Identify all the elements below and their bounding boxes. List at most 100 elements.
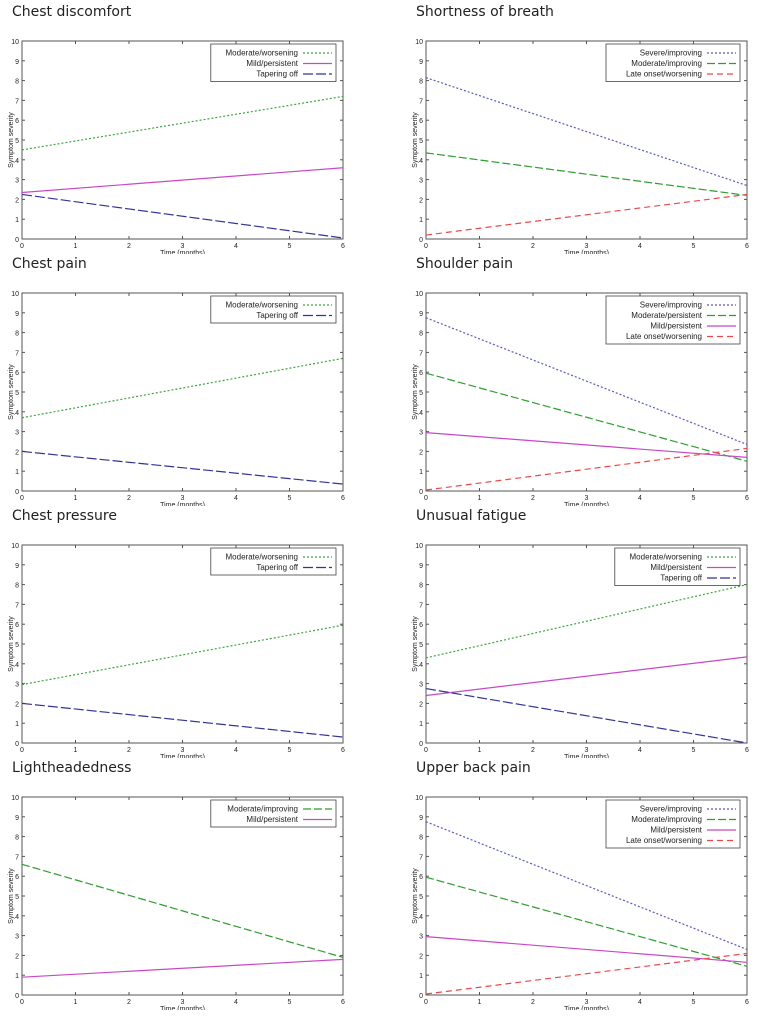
chart-title: Chest pressure bbox=[12, 508, 117, 524]
chart-panel: Shortness of breath 0 1 2 3 4 5 6 7 8 9 10 0 1 2 3 4 5 6 Ti… bbox=[404, 0, 757, 254]
y-tick-label: 8 bbox=[419, 331, 423, 338]
y-tick-label: 4 bbox=[15, 662, 19, 669]
y-axis-label: Symptom severity bbox=[412, 868, 419, 924]
series-line bbox=[425, 952, 748, 995]
series-line bbox=[21, 357, 344, 419]
legend-label: Mild/persistent bbox=[246, 59, 298, 68]
y-tick-label: 8 bbox=[15, 79, 19, 86]
y-tick-label: 7 bbox=[15, 854, 19, 861]
plot-area bbox=[21, 292, 344, 492]
x-axis-label: Time (months) bbox=[160, 1006, 205, 1010]
series-line bbox=[21, 863, 344, 958]
y-tick-label: 9 bbox=[15, 815, 19, 822]
y-tick-label: 3 bbox=[419, 178, 423, 185]
chart-svg: 0 1 2 3 4 5 6 7 8 9 10 0 1 2 3 4 5 6 Time (months) Symptom … bbox=[8, 795, 345, 1010]
chart-panel: Shoulder pain 0 1 2 3 4 5 6 7 8 9 10 0 1 2 3 4 5 6 Time (mo… bbox=[404, 252, 757, 506]
y-tick-label: 9 bbox=[419, 815, 423, 822]
y-tick-label: 6 bbox=[419, 370, 423, 377]
x-tick-label: 4 bbox=[234, 243, 238, 250]
x-tick-label: 5 bbox=[288, 999, 292, 1006]
chart-svg: 0 1 2 3 4 5 6 7 8 9 10 0 1 2 3 4 5 6 Time (months) Symptom … bbox=[412, 39, 749, 254]
series-line bbox=[21, 702, 344, 738]
y-tick-label: 4 bbox=[419, 914, 423, 921]
x-tick-label: 6 bbox=[341, 999, 345, 1006]
x-axis-label: Time (months) bbox=[160, 754, 205, 758]
y-tick-label: 2 bbox=[15, 701, 19, 708]
legend-label: Tapering off bbox=[660, 574, 702, 583]
series-line bbox=[425, 317, 748, 446]
x-tick-label: 0 bbox=[424, 747, 428, 754]
chart-title: Upper back pain bbox=[416, 760, 531, 776]
x-tick-label: 4 bbox=[638, 999, 642, 1006]
chart-title: Shortness of breath bbox=[416, 4, 554, 20]
x-tick-label: 1 bbox=[478, 243, 482, 250]
y-tick-label: 2 bbox=[419, 449, 423, 456]
x-tick-label: 5 bbox=[692, 243, 696, 250]
x-tick-label: 5 bbox=[288, 495, 292, 502]
chart-svg: 0 1 2 3 4 5 6 7 8 9 10 0 1 2 3 4 5 6 Time (months) Symptom … bbox=[8, 543, 345, 758]
chart-panel: Chest discomfort 0 1 2 3 4 5 6 7 8 9 10 0 1 2 3 4 5 6 Time … bbox=[0, 0, 378, 254]
y-tick-label: 2 bbox=[15, 449, 19, 456]
y-tick-label: 5 bbox=[15, 138, 19, 145]
y-tick-label: 6 bbox=[419, 622, 423, 629]
x-tick-label: 4 bbox=[638, 747, 642, 754]
y-axis-label: Symptom severity bbox=[412, 112, 419, 168]
x-axis-label: Time (months) bbox=[160, 250, 205, 254]
y-tick-label: 1 bbox=[419, 721, 423, 728]
y-tick-label: 10 bbox=[415, 795, 423, 802]
x-tick-label: 0 bbox=[20, 495, 24, 502]
x-tick-label: 2 bbox=[127, 495, 131, 502]
x-tick-label: 6 bbox=[745, 243, 749, 250]
chart-panel: Chest pain 0 1 2 3 4 5 6 7 8 9 10 0 1 2 3 4 5 6 Time (month… bbox=[0, 252, 378, 506]
y-tick-label: 10 bbox=[11, 291, 19, 298]
x-tick-label: 0 bbox=[424, 243, 428, 250]
legend-label: Moderate/persistent bbox=[631, 311, 702, 320]
y-tick-label: 2 bbox=[15, 197, 19, 204]
chart-title: Chest pain bbox=[12, 256, 87, 272]
x-axis-label: Time (months) bbox=[564, 1006, 609, 1010]
y-tick-label: 8 bbox=[15, 583, 19, 590]
x-tick-label: 5 bbox=[692, 495, 696, 502]
series-line bbox=[21, 624, 344, 686]
y-tick-label: 6 bbox=[15, 874, 19, 881]
y-tick-label: 10 bbox=[11, 39, 19, 46]
y-tick-label: 8 bbox=[419, 835, 423, 842]
y-tick-label: 3 bbox=[15, 178, 19, 185]
y-tick-label: 5 bbox=[15, 642, 19, 649]
x-tick-label: 0 bbox=[20, 243, 24, 250]
x-tick-label: 1 bbox=[74, 243, 78, 250]
y-tick-label: 1 bbox=[419, 469, 423, 476]
x-tick-label: 4 bbox=[638, 243, 642, 250]
chart-svg: 0 1 2 3 4 5 6 7 8 9 10 0 1 2 3 4 5 6 Time (months) Symptom … bbox=[412, 795, 749, 1010]
x-tick-label: 6 bbox=[745, 999, 749, 1006]
y-tick-label: 0 bbox=[419, 741, 423, 748]
y-tick-label: 10 bbox=[415, 291, 423, 298]
y-tick-label: 3 bbox=[15, 430, 19, 437]
y-tick-label: 6 bbox=[15, 118, 19, 125]
series-line bbox=[425, 193, 748, 236]
legend-box bbox=[210, 547, 337, 576]
x-tick-label: 2 bbox=[531, 747, 535, 754]
x-tick-label: 5 bbox=[692, 999, 696, 1006]
y-tick-label: 4 bbox=[419, 662, 423, 669]
series-line bbox=[425, 431, 748, 458]
y-tick-label: 3 bbox=[15, 934, 19, 941]
x-tick-label: 1 bbox=[478, 999, 482, 1006]
x-tick-label: 5 bbox=[288, 243, 292, 250]
legend-label: Late onset/worsening bbox=[626, 836, 702, 845]
y-tick-label: 9 bbox=[15, 59, 19, 66]
y-tick-label: 7 bbox=[419, 98, 423, 105]
chart-svg: 0 1 2 3 4 5 6 7 8 9 10 0 1 2 3 4 5 6 Time (months) Symptom … bbox=[412, 291, 749, 506]
series-line bbox=[21, 450, 344, 485]
x-tick-label: 3 bbox=[181, 747, 185, 754]
series-line bbox=[425, 152, 748, 197]
legend-box bbox=[210, 43, 337, 82]
x-tick-label: 0 bbox=[424, 999, 428, 1006]
x-tick-label: 5 bbox=[692, 747, 696, 754]
legend-label: Tapering off bbox=[256, 563, 298, 572]
chart-panel: Unusual fatigue 0 1 2 3 4 5 6 7 8 9 10 0 1 2 3 4 5 6 Time (… bbox=[404, 504, 757, 758]
